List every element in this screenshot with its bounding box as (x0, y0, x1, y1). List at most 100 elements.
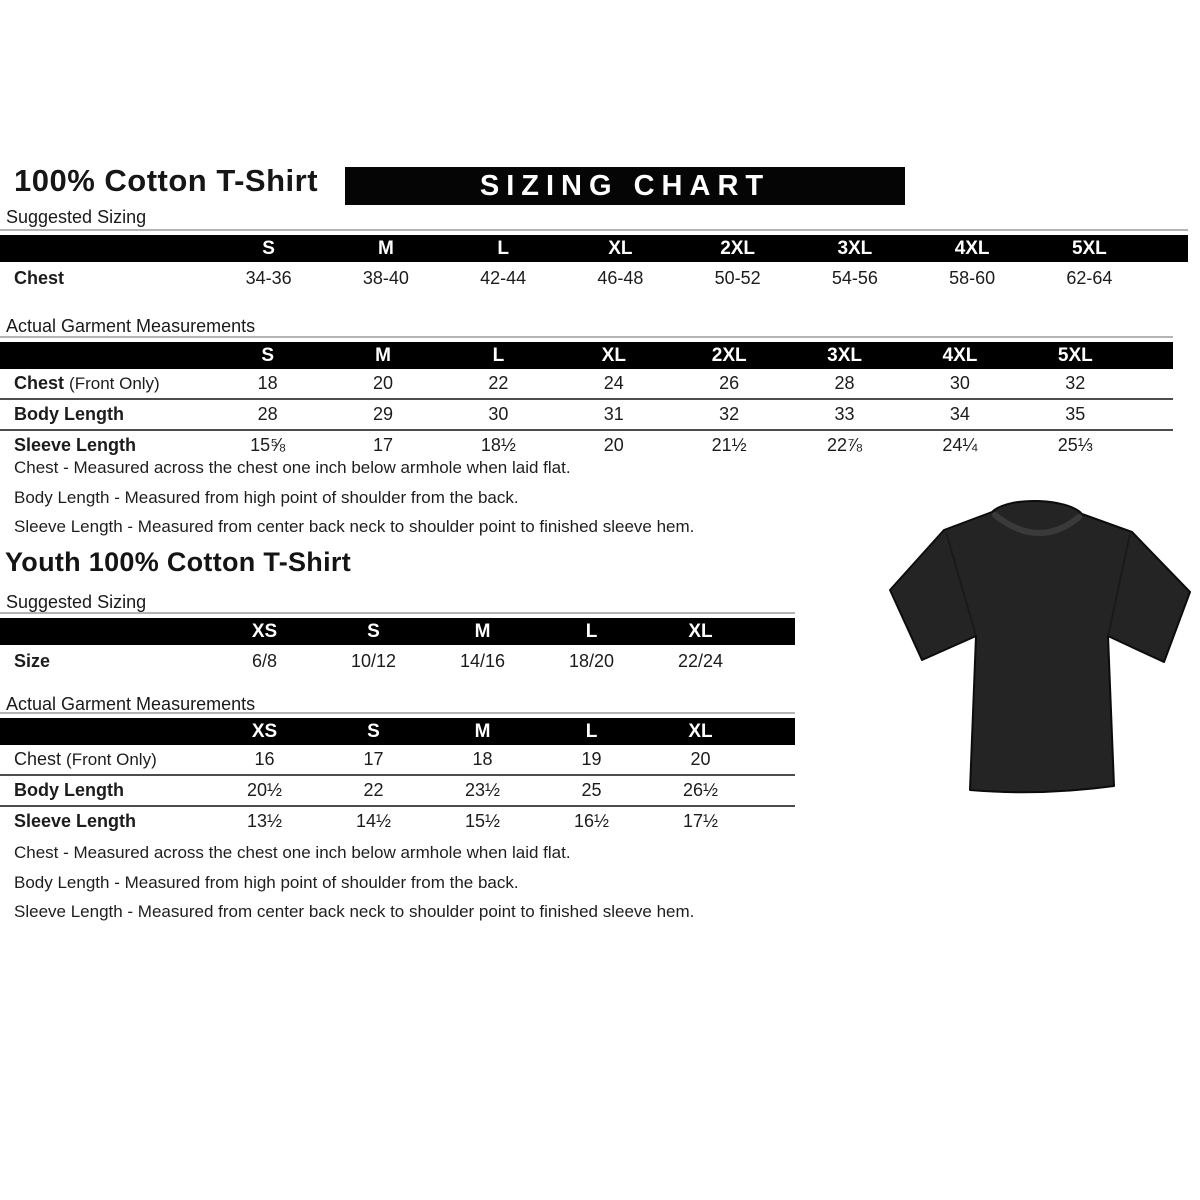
cell: 26 (719, 373, 740, 393)
cell: 14/16 (459, 650, 506, 671)
youth-actual-header-row: XS S M L XL (0, 718, 795, 745)
row-label: Body Length (14, 404, 124, 424)
black-tshirt-photo (889, 499, 1191, 794)
cell: 38-40 (362, 267, 409, 288)
column-header: XS (251, 620, 278, 642)
cell: 54-56 (831, 267, 878, 288)
tshirt-right-sleeve-seam (1107, 533, 1131, 637)
column-header: XS (251, 720, 278, 742)
column-header: L (497, 237, 509, 259)
column-header: 5XL (1057, 344, 1093, 366)
adult-measurement-notes: Chest - Measured across the chest one in… (14, 458, 694, 547)
cell: 13½ (246, 811, 283, 831)
cell: 10/12 (350, 650, 397, 671)
column-header: S (367, 720, 380, 742)
cell: 58-60 (949, 267, 996, 288)
column-header: S (261, 344, 275, 366)
column-header: XL (688, 620, 713, 642)
table-top-divider (0, 229, 1188, 231)
cell: 18½ (480, 435, 516, 455)
table-row-sleeve-length: Sleeve Length 15⅝ 17 18½ 20 21½ 22⅞ 24¼ … (0, 431, 1173, 460)
cell: 35 (1065, 404, 1086, 424)
cell: 34 (949, 404, 970, 424)
column-header: L (585, 620, 598, 642)
row-label: Sleeve Length (14, 435, 137, 455)
column-header: 2XL (720, 237, 756, 259)
cell: 34-36 (245, 267, 292, 288)
cell: 21½ (711, 435, 747, 455)
row-label: Chest (14, 267, 65, 288)
cell: 32 (1065, 373, 1086, 393)
column-header: M (375, 344, 391, 366)
adult-suggested-sizing-label: Suggested Sizing (6, 207, 147, 227)
cell: 23½ (464, 780, 501, 800)
cell: 28 (834, 373, 855, 393)
adult-actual-measurements-label: Actual Garment Measurements (6, 316, 256, 336)
note-body-length: Body Length - Measured from high point o… (14, 487, 519, 507)
row-label: Sleeve Length (14, 811, 137, 831)
cell: 22 (488, 373, 509, 393)
table-row-size: Size 6/8 10/12 14/16 18/20 22/24 (0, 645, 795, 677)
cell: 31 (603, 404, 624, 424)
cell: 20½ (246, 780, 283, 800)
table-top-divider (0, 612, 795, 614)
cell: 19 (581, 749, 602, 769)
cell: 14½ (355, 811, 392, 831)
column-header: 3XL (837, 237, 873, 259)
youth-actual-measurements-table: XS S M L XL Chest (Front Only) 16 17 18 … (0, 712, 795, 836)
cell: 17 (363, 749, 384, 769)
column-header: XL (601, 344, 626, 366)
cell: 25 (581, 780, 602, 800)
note-chest: Chest - Measured across the chest one in… (14, 843, 571, 862)
cell: 22/24 (677, 650, 724, 671)
column-header: XL (688, 720, 713, 742)
table-row-chest-front-only: Chest (Front Only) 18 20 22 24 26 28 30 … (0, 369, 1173, 400)
table-row-body-length: Body Length 28 29 30 31 32 33 34 35 (0, 400, 1173, 431)
row-label-main: Chest (14, 749, 62, 769)
youth-measurement-notes: Chest - Measured across the chest one in… (14, 843, 694, 932)
table-row-body-length: Body Length 20½ 22 23½ 25 26½ (0, 776, 795, 807)
column-header: 4XL (942, 344, 978, 366)
cell: 18 (257, 373, 278, 393)
cell: 33 (834, 404, 855, 424)
cell: 42-44 (480, 267, 527, 288)
note-chest: Chest - Measured across the chest one in… (14, 458, 571, 477)
column-header: L (492, 344, 505, 366)
table-row-chest: Chest 34-36 38-40 42-44 46-48 50-52 54-5… (0, 262, 1188, 294)
row-label: Body Length (14, 780, 124, 800)
tshirt-collar-rib (992, 512, 1082, 536)
tshirt-left-sleeve-seam (945, 531, 977, 637)
cell: 20 (690, 749, 711, 769)
adult-suggested-sizing-table: S M L XL 2XL 3XL 4XL 5XL Chest 34-36 38-… (0, 229, 1188, 294)
column-header: 2XL (711, 344, 747, 366)
cell: 24 (603, 373, 624, 393)
youth-suggested-sizing-table: XS S M L XL Size 6/8 10/12 14/16 18/20 2… (0, 612, 795, 677)
cell: 15⅝ (250, 435, 286, 455)
column-header: S (262, 237, 275, 259)
cell: 25⅓ (1057, 435, 1093, 455)
cell: 20 (373, 373, 394, 393)
cell: 24¼ (942, 435, 978, 455)
cell: 22⅞ (827, 435, 863, 455)
column-header: 4XL (954, 237, 990, 259)
adult-suggested-header-row: S M L XL 2XL 3XL 4XL 5XL (0, 235, 1188, 262)
adult-actual-measurements-table: S M L XL 2XL 3XL 4XL 5XL Chest (Front On… (0, 336, 1173, 460)
cell: 30 (488, 404, 509, 424)
row-label-note: (Front Only) (66, 750, 157, 769)
cell: 62-64 (1066, 267, 1113, 288)
column-header: M (377, 237, 394, 259)
sizing-chart-banner: SIZING CHART (345, 167, 905, 205)
page-title: 100% Cotton T-Shirt (14, 163, 319, 198)
table-row-chest-front-only: Chest (Front Only) 16 17 18 19 20 (0, 745, 795, 776)
cell: 16 (254, 749, 275, 769)
row-label-note: (Front Only) (69, 374, 160, 393)
cell: 22 (363, 780, 384, 800)
row-label: Size (14, 650, 51, 671)
cell: 15½ (464, 811, 501, 831)
note-body-length: Body Length - Measured from high point o… (14, 872, 519, 892)
cell: 16½ (573, 811, 610, 831)
column-header: S (367, 620, 380, 642)
cell: 30 (949, 373, 970, 393)
column-header: 5XL (1071, 237, 1107, 259)
